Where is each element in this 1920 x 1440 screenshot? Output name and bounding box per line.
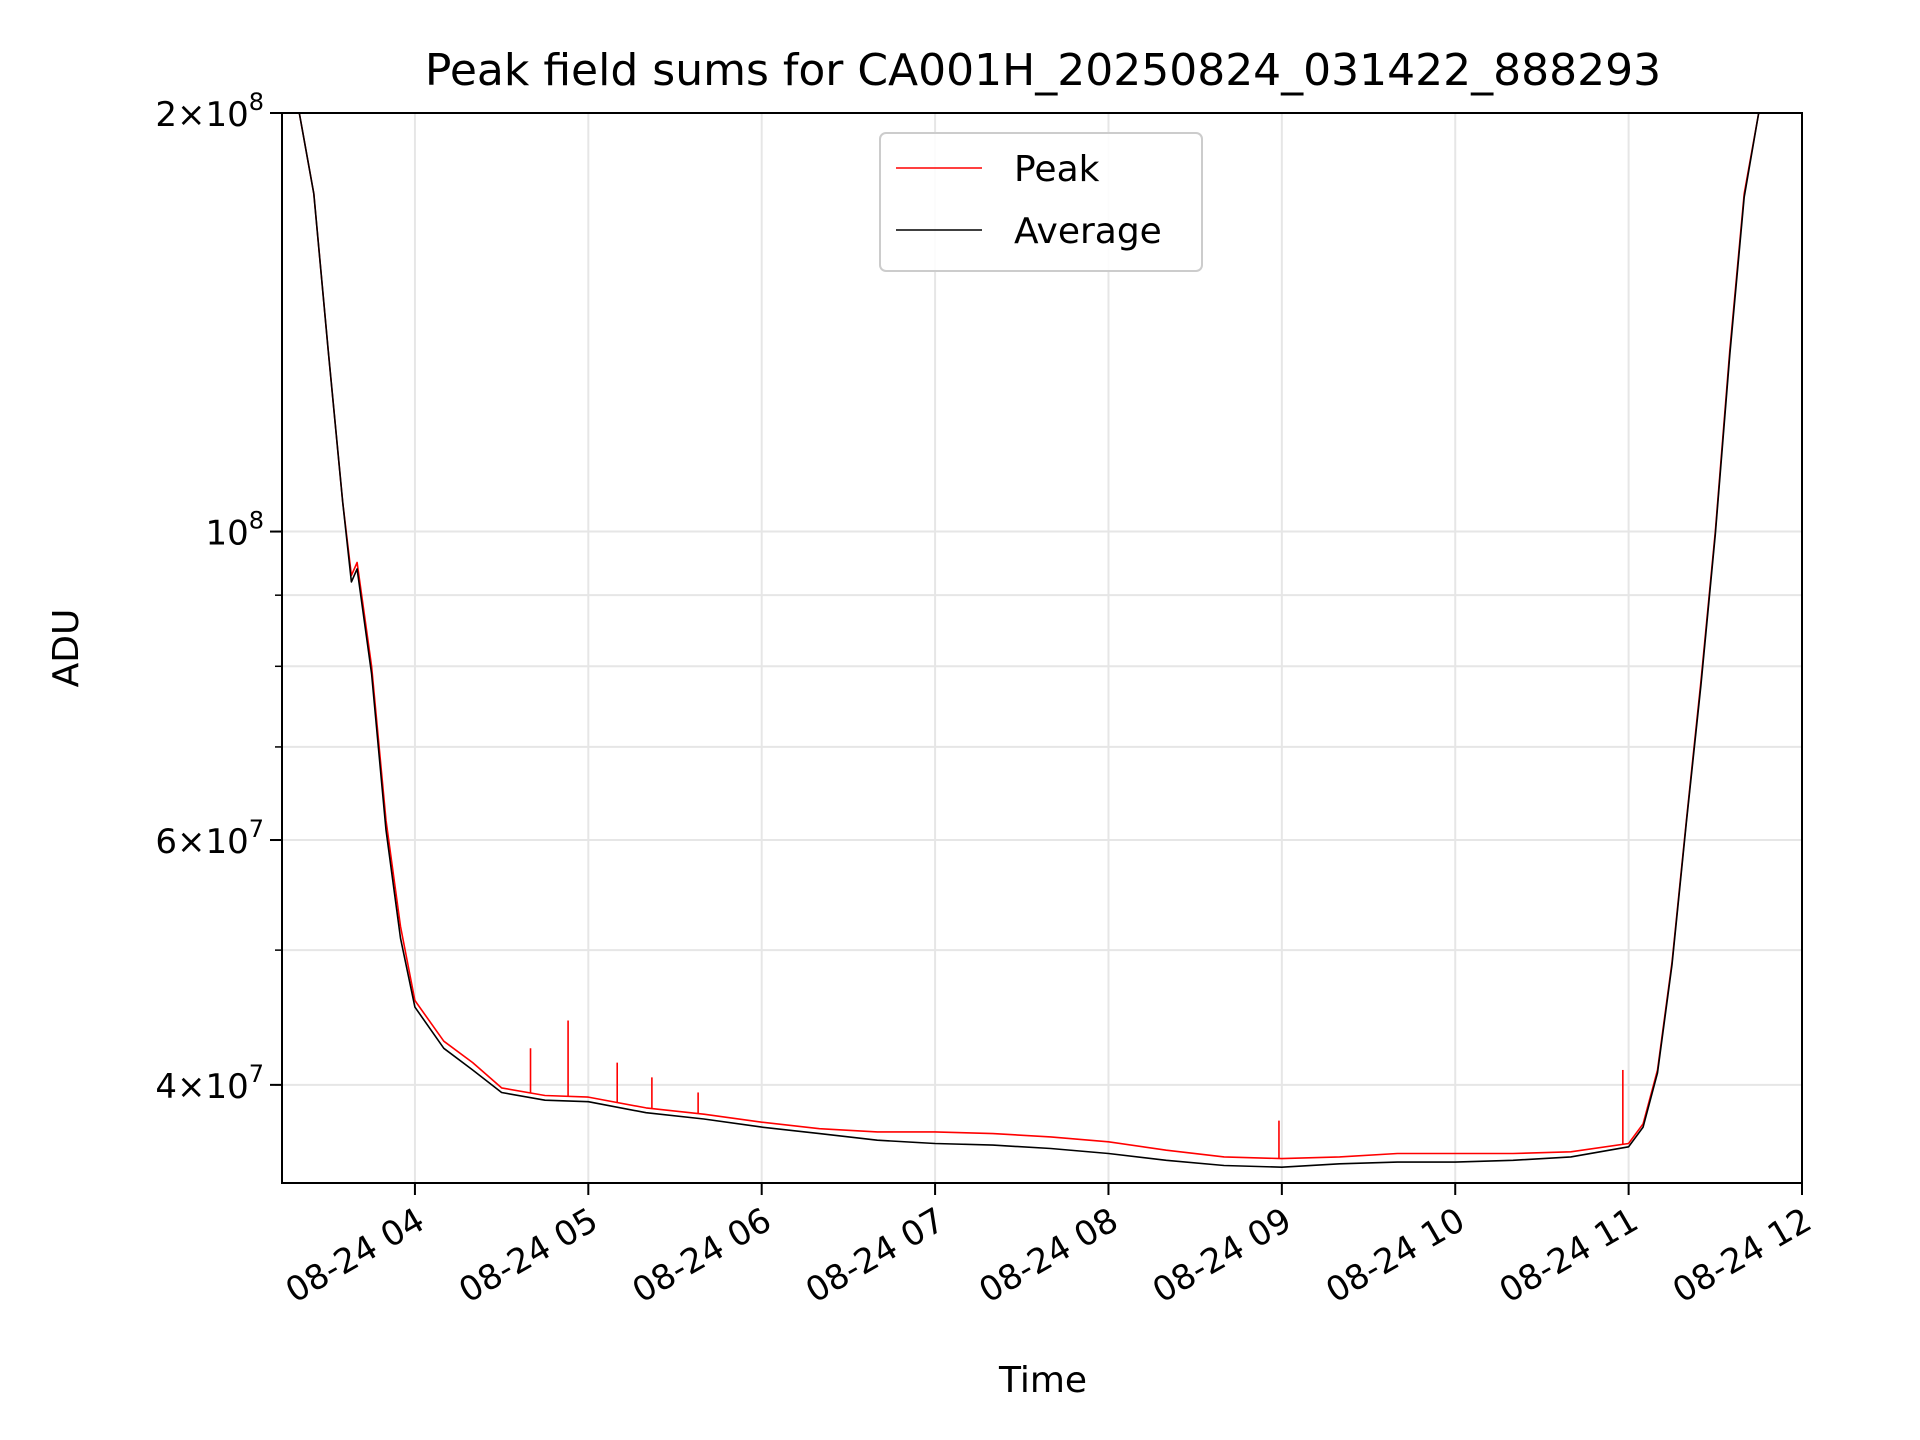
plot-frame: [281, 112, 1803, 1184]
x-tick-label: 08-24 11: [1493, 1200, 1645, 1311]
legend: Peak Average: [879, 132, 1203, 272]
y-tick-label: 6×107: [155, 815, 264, 862]
chart-title: Peak field sums for CA001H_20250824_0314…: [425, 45, 1661, 96]
y-axis-label: ADU: [46, 609, 87, 688]
x-axis-label: Time: [998, 1360, 1087, 1401]
x-tick-label: 08-24 05: [452, 1200, 604, 1311]
x-tick-label: 08-24 10: [1319, 1200, 1471, 1311]
series-line-average: [282, 112, 1788, 1168]
x-tick-label: 08-24 04: [279, 1200, 431, 1311]
x-tick-label: 08-24 08: [973, 1200, 1125, 1311]
legend-average-label: Average: [1014, 211, 1162, 252]
series-layer: [282, 112, 1788, 1168]
legend-peak-label: Peak: [1014, 149, 1100, 190]
grid: [282, 112, 1802, 1183]
y-tick-label: 108: [205, 507, 264, 554]
y-axis: 4×107 6×107 108 2×108: [155, 88, 282, 1107]
x-tick-label: 08-24 09: [1146, 1200, 1298, 1311]
x-tick-label: 08-24 07: [799, 1200, 951, 1311]
x-tick-label: 08-24 06: [626, 1200, 778, 1311]
y-tick-label: 2×108: [155, 88, 264, 135]
x-tick-label: 08-24 12: [1666, 1200, 1818, 1311]
y-tick-label: 4×107: [155, 1060, 264, 1107]
x-axis: 08-24 04 08-24 05 08-24 06 08-24 07 08-24 08…: [279, 1183, 1819, 1311]
